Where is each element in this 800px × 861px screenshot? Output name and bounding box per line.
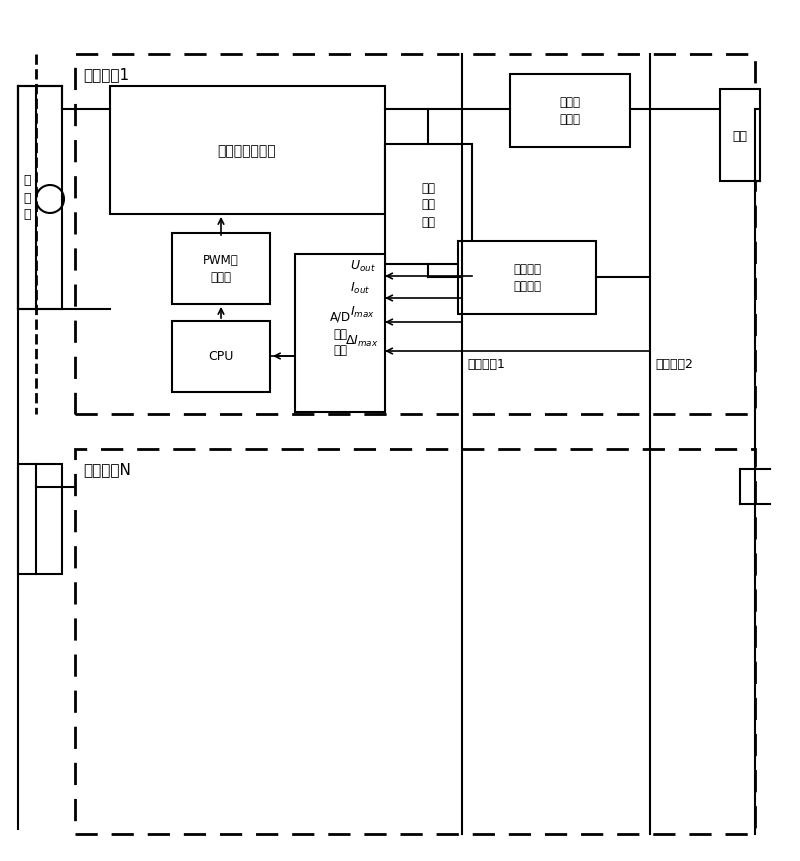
Text: CPU: CPU [208, 350, 234, 363]
Bar [295, 255, 385, 412]
Bar [510, 75, 630, 148]
Text: 直流电源1: 直流电源1 [83, 67, 129, 82]
Bar [75, 55, 755, 414]
Text: 电压
检测
电路: 电压 检测 电路 [421, 182, 435, 228]
Bar [172, 322, 270, 393]
Bar [458, 242, 596, 314]
Text: PWM生
成电路: PWM生 成电路 [203, 254, 239, 283]
Text: $I_{out}$: $I_{out}$ [350, 281, 370, 295]
Bar [720, 90, 760, 182]
Text: 直流电源N: 直流电源N [83, 461, 131, 476]
Text: 均流信号
生成电路: 均流信号 生成电路 [513, 263, 541, 293]
Text: $I_{max}$: $I_{max}$ [350, 305, 375, 319]
Bar [75, 449, 755, 834]
Bar [18, 87, 62, 310]
Bar [385, 145, 472, 264]
Text: 均流母线2: 均流母线2 [655, 358, 693, 371]
Text: 负载: 负载 [733, 129, 747, 142]
Text: 直流电源主电路: 直流电源主电路 [218, 144, 276, 158]
Bar [18, 464, 62, 574]
Text: A/D
转换
电路: A/D 转换 电路 [330, 310, 350, 357]
Text: $U_{out}$: $U_{out}$ [350, 258, 376, 274]
Text: 电流检
测电路: 电流检 测电路 [559, 96, 581, 126]
Bar [172, 233, 270, 305]
Text: 均流母线1: 均流母线1 [467, 358, 505, 371]
Text: 主
电
源: 主 电 源 [23, 174, 30, 221]
Text: $\Delta I_{max}$: $\Delta I_{max}$ [345, 333, 378, 349]
Bar [110, 87, 385, 214]
